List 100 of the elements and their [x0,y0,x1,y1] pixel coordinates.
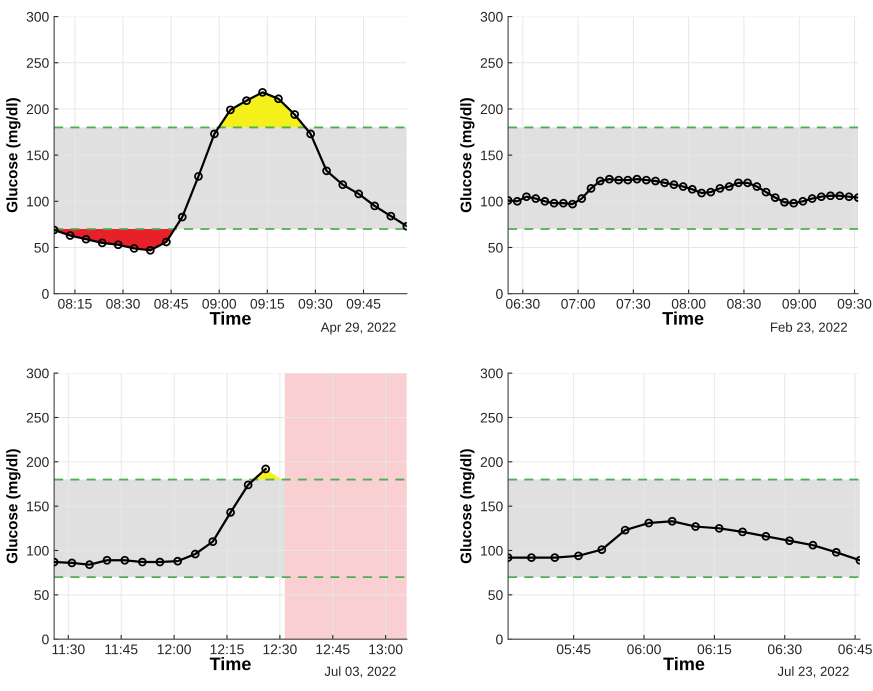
x-tick-label: 09:30 [838,298,872,309]
x-tick-label: 08:15 [58,298,92,309]
point [752,182,762,191]
point [697,188,706,198]
point [844,192,854,202]
point [642,176,651,184]
point [261,464,270,474]
x-axis-title: Time [210,656,251,670]
point [716,184,724,193]
y-tick-label: 250 [480,412,503,423]
point [706,188,716,196]
point [82,234,90,244]
y-axis-title: Glucose (mg/dl) [6,98,21,212]
point [644,518,654,528]
point [540,196,550,206]
point [120,556,130,565]
y-tick-label: 100 [481,546,503,556]
x-axis-title: Time [663,656,704,670]
point [114,240,123,250]
point [146,246,155,255]
point [522,192,531,202]
point [808,540,818,550]
point [743,178,752,188]
point [651,176,660,186]
point [258,88,267,97]
x-tick-label: 09:00 [782,298,816,309]
point [597,545,606,554]
y-tick-label: 0 [42,289,49,299]
text: Feb 23, 2022 [770,322,847,334]
y-tick-label: 250 [26,412,49,423]
x-tick-label: 07:30 [616,298,650,309]
point [770,193,780,202]
y-tick-label: 200 [480,457,503,467]
point [102,556,112,565]
point [670,180,678,190]
x-tick-label: 11:30 [52,644,85,654]
point [734,178,743,188]
point [724,182,734,191]
y-axis-title: Glucose (mg/dl) [6,449,21,564]
point [85,560,94,570]
point [614,176,624,184]
point [386,212,396,220]
x-tick-label: 07:00 [561,298,595,309]
y-tick-label: 200 [26,457,49,467]
y-tick-label: 50 [34,590,49,600]
y-tick-label: 150 [27,150,49,160]
point [130,244,139,253]
point [512,196,522,206]
point [762,532,770,541]
y-tick-label: 0 [496,634,503,644]
y-tick-label: 100 [481,196,503,206]
x-tick-label: 08:30 [106,298,140,309]
point [66,231,74,240]
point [242,96,251,106]
x-tick-label: 09:45 [346,298,380,309]
y-tick-label: 50 [488,242,503,253]
x-axis-title: Time [210,311,251,325]
x-tick-label: 06:30 [506,298,540,309]
x-tick-label: 12:45 [316,644,350,654]
y-axis-title: Glucose (mg/dl) [460,98,474,212]
point [226,508,235,517]
point [531,194,540,203]
y-tick-label: 150 [27,501,49,512]
y-tick-label: 100 [27,546,49,556]
text: Jul 03, 2022 [324,666,396,678]
point [527,553,536,562]
point [816,192,826,202]
point [274,94,283,104]
point [338,180,348,190]
point [691,522,700,531]
point [620,526,630,534]
point [798,196,808,206]
point [558,198,568,208]
y-tick-label: 300 [26,12,49,22]
point [162,238,171,246]
point [354,190,364,198]
y-axis-title: Glucose (mg/dl) [460,449,474,564]
x-tick-label: 06:45 [838,644,872,654]
x-tick-label: 06:15 [698,644,732,654]
point [808,194,817,203]
y-tick-label: 250 [480,58,503,68]
y-tick-label: 50 [34,242,49,253]
x-tick-label: 08:30 [727,298,761,309]
point [173,556,182,566]
point [156,558,164,566]
text: Apr 29, 2022 [320,322,396,334]
x-tick-label: 13:00 [369,644,402,654]
x-tick-label: 12:00 [158,644,191,654]
x-tick-label: 05:45 [556,644,590,654]
point [714,524,724,533]
point [178,212,187,222]
point [98,238,107,248]
point [586,184,596,193]
point [632,174,642,184]
point [577,194,586,203]
y-tick-label: 100 [27,196,49,206]
point [826,191,835,200]
y-tick-label: 0 [496,289,503,299]
point [370,202,380,210]
y-tick-label: 200 [26,104,49,114]
